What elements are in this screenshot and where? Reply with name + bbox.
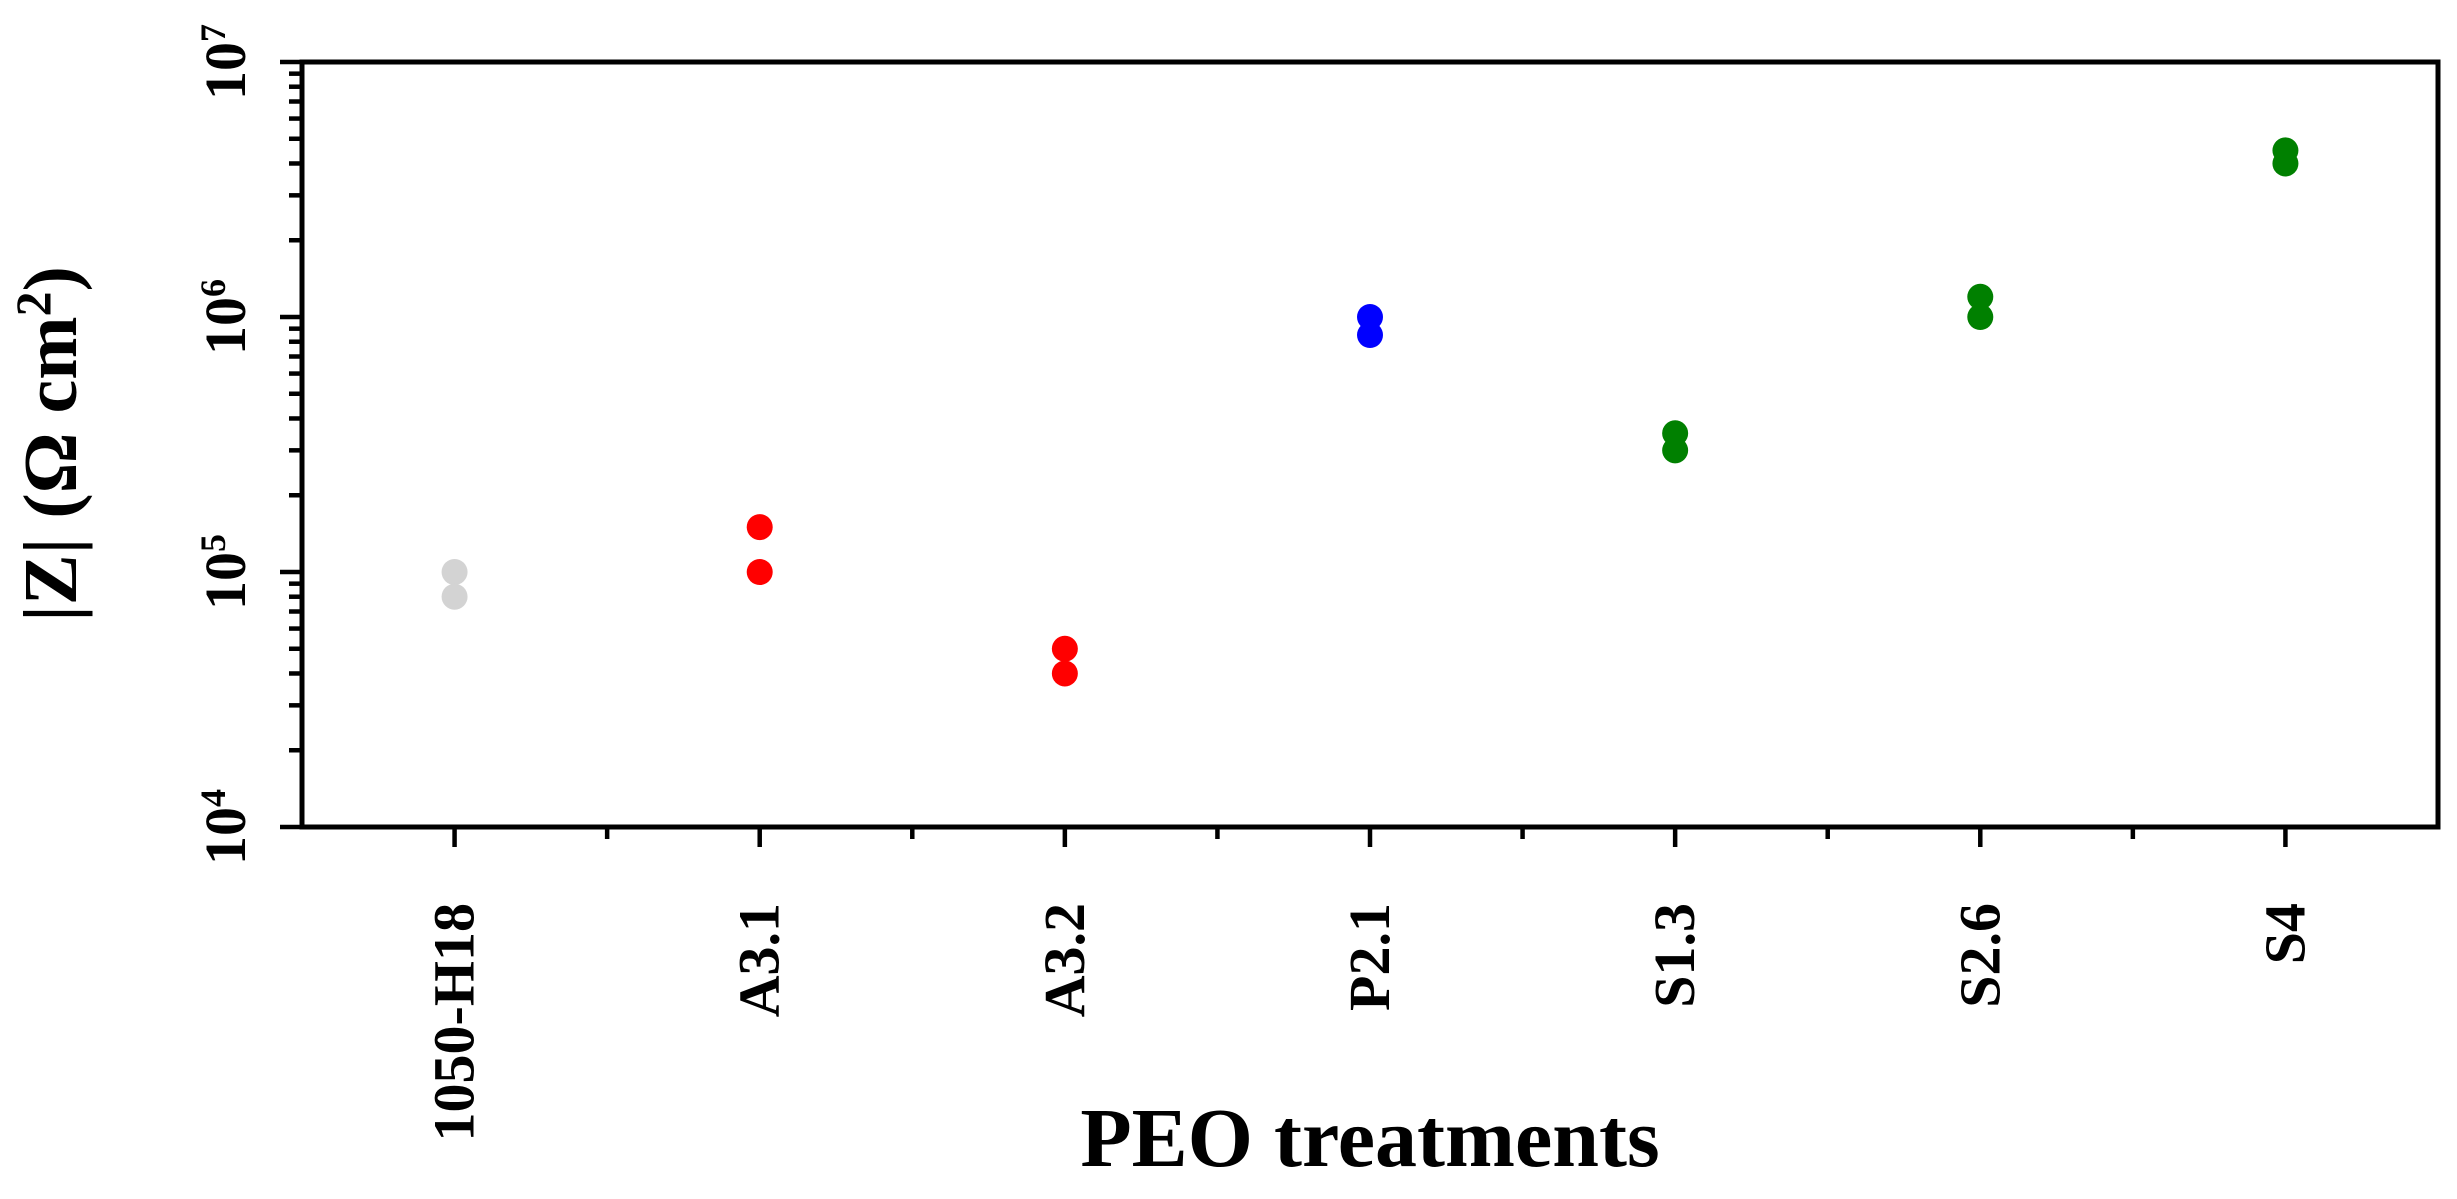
data-points [441, 137, 2299, 687]
plot-frame [299, 59, 2441, 830]
data-point-S4 [2272, 150, 2299, 177]
x-axis-title: PEO treatments [1080, 1092, 1659, 1185]
x-tick-label-1050-H18: 1050-H18 [422, 903, 487, 1141]
x-axis-tick-labels: 1050-H18 A3.1 A3.2 P2.1 S1.3 S2.6 S4 [422, 903, 2318, 1141]
y-tick-label: 106 [193, 279, 258, 355]
y-axis-tick-labels: 104 105 106 107 [193, 24, 258, 865]
data-point-P2.1 [1357, 321, 1383, 348]
y-axis-title: |Z| (Ω cm2) [5, 266, 93, 622]
data-point-1050-H18 [441, 583, 468, 610]
data-point-A3.2 [1051, 635, 1078, 662]
data-point-A3.1 [746, 559, 773, 585]
x-tick-label-A3.1: A3.1 [727, 903, 792, 1017]
svg-text:|Z| (Ω cm2): |Z| (Ω cm2) [5, 266, 93, 622]
x-tick-label-A3.2: A3.2 [1032, 903, 1097, 1017]
x-tick-label-S2.6: S2.6 [1947, 903, 2012, 1008]
x-tick-label-S4: S4 [2252, 903, 2317, 964]
data-point-S2.6 [1967, 283, 1994, 310]
data-point-A3.1 [746, 514, 773, 541]
data-point-P2.1 [1357, 304, 1383, 330]
y-tick-label: 104 [193, 789, 258, 865]
data-point-S1.3 [1662, 437, 1689, 464]
x-tick-label-P2.1: P2.1 [1337, 903, 1402, 1011]
data-point-S2.6 [1967, 304, 1994, 330]
y-tick-label: 107 [193, 24, 258, 100]
y-tick-label: 105 [193, 534, 258, 610]
y-axis-ticks [280, 59, 302, 830]
x-tick-label-S1.3: S1.3 [1642, 903, 1707, 1008]
data-point-1050-H18 [441, 559, 468, 585]
data-point-A3.2 [1051, 660, 1078, 687]
x-axis-ticks [452, 827, 2288, 847]
plot-border [299, 59, 2441, 830]
